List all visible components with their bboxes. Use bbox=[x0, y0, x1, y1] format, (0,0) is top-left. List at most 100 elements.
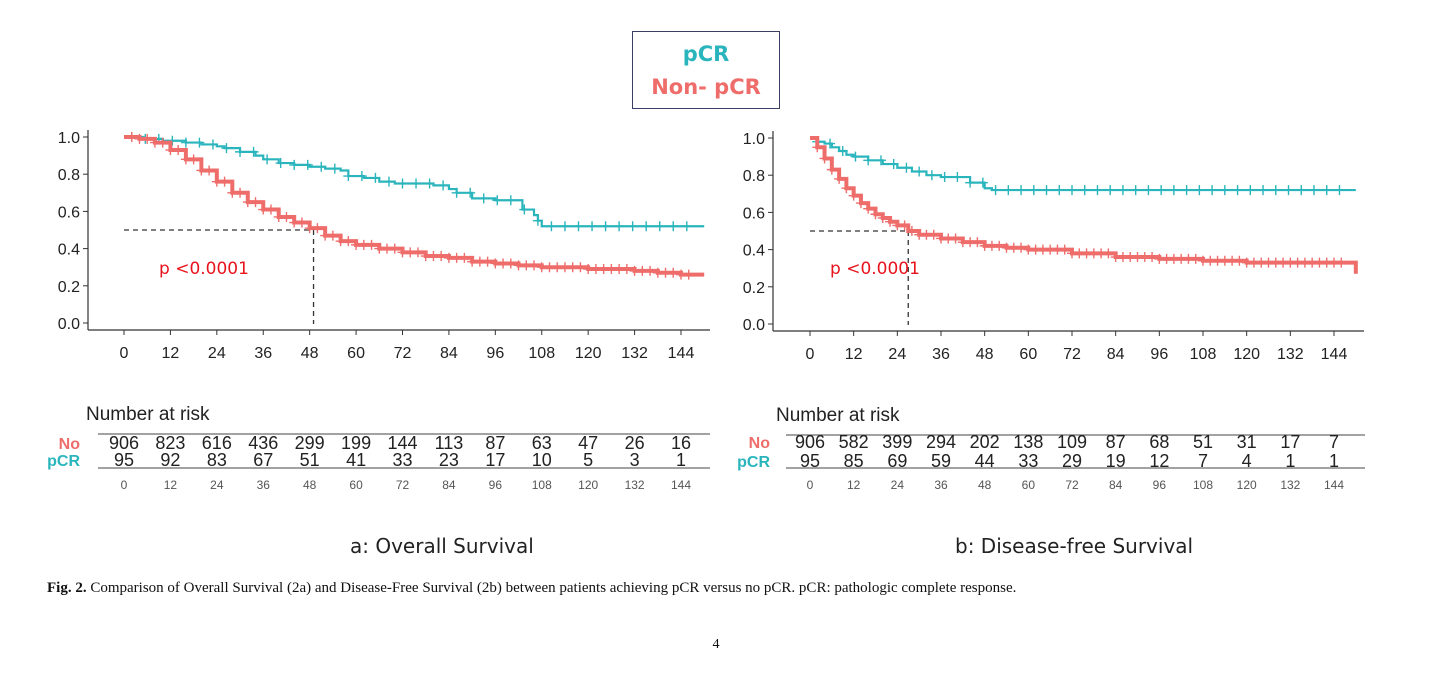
risk-count: 5 bbox=[583, 450, 593, 470]
risk-count: 12 bbox=[1149, 451, 1169, 471]
censor-mark bbox=[275, 158, 286, 169]
censor-mark bbox=[841, 183, 852, 194]
censor-mark bbox=[977, 177, 988, 188]
censor-mark bbox=[389, 243, 400, 254]
censor-mark bbox=[1296, 185, 1307, 196]
risk-count: 138 bbox=[1013, 432, 1043, 452]
y-tick-label: 0.8 bbox=[743, 168, 765, 185]
censor-mark bbox=[1258, 185, 1269, 196]
risk-count: 294 bbox=[926, 432, 956, 452]
y-tick-label: 0.0 bbox=[743, 317, 765, 334]
risk-count: 4 bbox=[1242, 451, 1252, 471]
x-tick-label: 48 bbox=[976, 346, 994, 363]
risk-count: 68 bbox=[1149, 432, 1169, 452]
censor-mark bbox=[248, 146, 259, 157]
censor-mark bbox=[939, 172, 950, 183]
y-tick-label: 0.6 bbox=[743, 205, 765, 222]
censor-mark bbox=[505, 258, 516, 269]
risk-count: 87 bbox=[1106, 432, 1126, 452]
censor-mark bbox=[826, 164, 837, 175]
risk-count: 1 bbox=[1285, 451, 1295, 471]
risk-time-label: 60 bbox=[1022, 478, 1036, 492]
censor-mark bbox=[899, 220, 910, 231]
censor-mark bbox=[1336, 257, 1347, 268]
risk-count: 299 bbox=[295, 433, 325, 453]
x-tick-label: 24 bbox=[208, 345, 226, 362]
x-tick-label: 144 bbox=[668, 345, 695, 362]
y-tick-label: 0.6 bbox=[58, 204, 80, 221]
risk-time-label: 12 bbox=[164, 478, 178, 492]
risk-count: 7 bbox=[1198, 451, 1208, 471]
censor-mark bbox=[204, 165, 215, 176]
censor-mark bbox=[863, 155, 874, 166]
censor-mark bbox=[1232, 185, 1243, 196]
risk-time-label: 84 bbox=[442, 478, 456, 492]
risk-count: 906 bbox=[795, 432, 825, 452]
censor-mark bbox=[1168, 185, 1179, 196]
x-tick-label: 108 bbox=[528, 345, 555, 362]
censor-mark bbox=[296, 217, 307, 228]
censor-mark bbox=[627, 221, 638, 232]
x-tick-label: 144 bbox=[1321, 346, 1348, 363]
censor-mark bbox=[465, 187, 476, 198]
censor-mark bbox=[1054, 185, 1065, 196]
censor-mark bbox=[262, 154, 273, 165]
risk-count: 19 bbox=[1106, 451, 1126, 471]
censor-mark bbox=[207, 139, 218, 150]
censor-mark bbox=[575, 262, 586, 273]
censor-mark bbox=[532, 215, 543, 226]
censor-mark bbox=[870, 209, 881, 220]
risk-count: 23 bbox=[439, 450, 459, 470]
censor-mark bbox=[906, 226, 917, 236]
risk-time-label: 132 bbox=[1280, 478, 1300, 492]
x-tick-label: 12 bbox=[162, 345, 180, 362]
censor-mark bbox=[180, 137, 191, 148]
censor-mark bbox=[1067, 185, 1077, 196]
censor-mark bbox=[834, 173, 845, 184]
censor-mark bbox=[343, 236, 354, 247]
censor-mark bbox=[265, 204, 276, 215]
censor-mark bbox=[888, 159, 899, 170]
censor-mark bbox=[1079, 185, 1090, 196]
censor-mark bbox=[157, 137, 168, 148]
censor-mark bbox=[837, 146, 848, 157]
y-tick-label: 0.2 bbox=[743, 280, 765, 297]
risk-count: 399 bbox=[882, 432, 912, 452]
risk-time-label: 108 bbox=[1193, 478, 1213, 492]
legend-non-pcr-label: Non- pCR bbox=[651, 75, 761, 99]
censor-mark bbox=[142, 133, 153, 144]
censor-mark bbox=[1207, 185, 1218, 196]
risk-time-label: 108 bbox=[532, 478, 552, 492]
censor-mark bbox=[482, 256, 493, 267]
censor-mark bbox=[1003, 185, 1014, 196]
censor-mark bbox=[850, 151, 861, 162]
risk-count: 92 bbox=[160, 450, 180, 470]
risk-count: 85 bbox=[844, 451, 864, 471]
censor-mark bbox=[1245, 185, 1256, 196]
censor-mark bbox=[1308, 185, 1319, 196]
x-tick-label: 132 bbox=[621, 345, 648, 362]
x-tick-label: 48 bbox=[301, 345, 319, 362]
risk-count: 7 bbox=[1329, 432, 1339, 452]
risk-time-label: 72 bbox=[396, 478, 410, 492]
risk-count: 10 bbox=[532, 450, 552, 470]
censor-mark bbox=[825, 138, 836, 149]
censor-mark bbox=[914, 166, 925, 177]
censor-mark bbox=[492, 195, 503, 206]
risk-time-label: 84 bbox=[1109, 478, 1123, 492]
censor-mark bbox=[1016, 242, 1027, 253]
x-tick-label: 60 bbox=[347, 345, 365, 362]
p-value-label: p <0.0001 bbox=[159, 259, 249, 279]
censor-mark bbox=[1190, 253, 1201, 264]
risk-row-label: No bbox=[59, 436, 81, 453]
risk-count: 63 bbox=[532, 433, 552, 453]
risk-count: 582 bbox=[839, 432, 869, 452]
censor-mark bbox=[411, 178, 422, 189]
risk-count: 906 bbox=[109, 433, 139, 453]
x-tick-label: 96 bbox=[486, 345, 504, 362]
censor-mark bbox=[459, 252, 470, 263]
x-tick-label: 120 bbox=[1233, 346, 1260, 363]
censor-mark bbox=[668, 221, 679, 232]
censor-mark bbox=[573, 221, 584, 232]
risk-count: 144 bbox=[387, 433, 417, 453]
